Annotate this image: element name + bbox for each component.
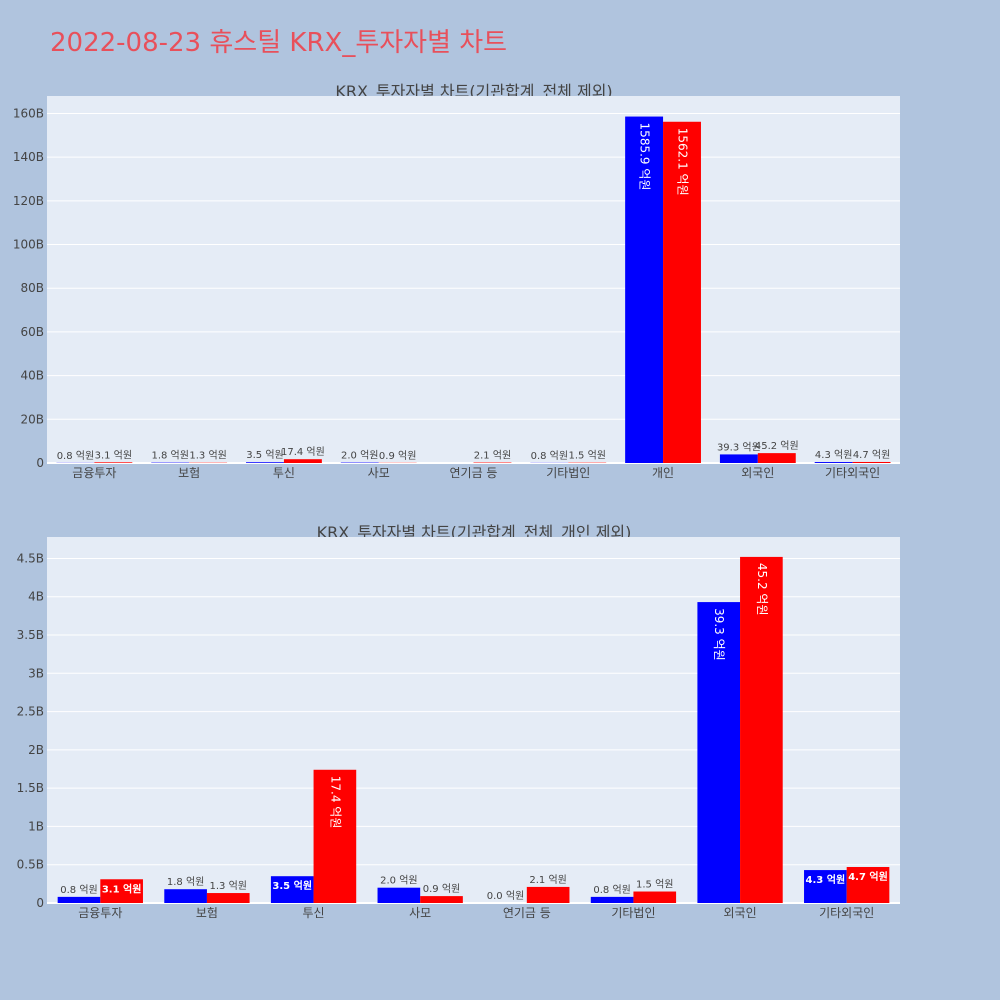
data-label: 45.2 억원 (755, 563, 769, 616)
x-tick-label: 보험 (178, 466, 200, 480)
sell-bar (846, 867, 890, 903)
sell-bar (663, 121, 701, 463)
data-label: 0.9 억원 (379, 450, 416, 462)
buy-bar (804, 870, 847, 903)
data-label: 1.3 억원 (210, 880, 247, 892)
buy-bar (164, 889, 207, 903)
data-label: 4.3 억원 (806, 873, 846, 886)
page-title: 2022-08-23 휴스틸 KRX_투자자별 차트 (50, 28, 508, 58)
x-tick-label: 투신 (273, 466, 295, 480)
y-tick-label: 4B (28, 590, 44, 604)
y-tick-label: 80B (20, 281, 44, 295)
data-label: 2.0 억원 (341, 450, 378, 462)
data-label: 2.1 억원 (474, 450, 511, 462)
y-tick-label: 1B (28, 819, 44, 833)
y-tick-label: 2.5B (17, 705, 44, 719)
x-tick-label: 투신 (303, 906, 325, 920)
data-label: 17.4 억원 (328, 776, 342, 829)
x-tick-label: 연기금 등 (450, 466, 498, 480)
chart-2: 0 0.5B 1B 1.5B 2B 2.5B 3B 3.5B 4B 4.5B 금융투자 0.8 억원 3… (17, 537, 900, 920)
sell-bar (100, 879, 143, 903)
data-label: 0.8 억원 (593, 884, 630, 896)
buy-bar (625, 116, 664, 463)
sell-bar (94, 462, 133, 463)
data-label: 4.7 억원 (853, 449, 890, 461)
data-label: 2.0 억원 (380, 875, 417, 887)
y-tick-label: 60B (20, 325, 44, 339)
buy-bar (377, 887, 421, 903)
y-tick-label: 40B (20, 369, 44, 383)
data-label: 39.3 억원 (712, 608, 726, 661)
y-tick-label: 120B (13, 194, 44, 208)
x-tick-label: 사모 (368, 466, 390, 480)
sell-bar (420, 896, 463, 903)
sell-bar (633, 891, 677, 903)
sell-bar (313, 769, 357, 903)
sell-bar (852, 461, 891, 463)
x-tick-label: 외국인 (724, 906, 757, 920)
y-tick-label: 160B (13, 106, 44, 120)
sell-bar (526, 886, 570, 903)
y-tick-label: 0 (36, 456, 44, 470)
data-label: 0.0 억원 (487, 890, 524, 902)
sell-bar (740, 556, 783, 903)
data-label: 1562.1 억원 (676, 128, 690, 196)
buy-bar (270, 876, 314, 903)
data-label: 0.8 억원 (60, 884, 97, 896)
buy-bar (814, 462, 853, 463)
x-tick-label: 기타외국인 (825, 466, 880, 480)
data-label: 2.1 억원 (529, 874, 566, 886)
x-tick-label: 기타외국인 (819, 906, 874, 920)
data-label: 0.8 억원 (57, 450, 94, 462)
y-tick-label: 0 (36, 896, 44, 910)
sell-bar (757, 453, 796, 463)
x-tick-label: 외국인 (741, 466, 774, 480)
buy-bar (590, 896, 634, 903)
data-label: 1.3 억원 (189, 450, 226, 462)
data-label: 1.5 억원 (568, 450, 605, 462)
sell-bar (283, 459, 322, 463)
x-tick-label: 금융투자 (72, 466, 116, 480)
x-tick-label: 기타법인 (611, 906, 655, 920)
data-label: 3.5 억원 (246, 449, 283, 461)
data-label: 3.1 억원 (95, 449, 132, 461)
data-label: 17.4 억원 (281, 446, 325, 458)
y-tick-label: 1.5B (17, 781, 44, 795)
y-tick-label: 4.5B (17, 551, 44, 565)
y-tick-label: 3B (28, 666, 44, 680)
buy-bar (719, 454, 758, 463)
data-label: 1.8 억원 (151, 450, 188, 462)
x-tick-label: 보험 (196, 906, 218, 920)
data-label: 0.8 억원 (531, 450, 568, 462)
y-tick-label: 2B (28, 743, 44, 757)
data-label: 4.3 억원 (815, 449, 852, 461)
data-label: 45.2 억원 (755, 440, 799, 452)
x-tick-label: 기타법인 (546, 466, 590, 480)
y-tick-label: 140B (13, 150, 44, 164)
buy-bar (697, 602, 741, 903)
data-label: 4.7 억원 (848, 870, 888, 883)
data-label: 1585.9 억원 (638, 123, 652, 191)
data-label: 0.9 억원 (423, 883, 460, 895)
x-tick-label: 금융투자 (78, 906, 122, 920)
buy-bar (57, 896, 101, 903)
x-tick-label: 사모 (409, 906, 431, 920)
buy-bar (246, 462, 284, 463)
x-tick-label: 개인 (652, 466, 674, 480)
data-label: 3.5 억원 (272, 879, 312, 892)
sell-bar (206, 893, 250, 903)
x-tick-label: 연기금 등 (503, 906, 551, 920)
data-label: 3.1 억원 (102, 882, 142, 895)
data-label: 1.5 억원 (636, 879, 673, 891)
y-tick-label: 3.5B (17, 628, 44, 642)
data-label: 39.3 억원 (717, 441, 761, 453)
y-tick-label: 100B (13, 238, 44, 252)
y-tick-label: 0.5B (17, 858, 44, 872)
plot-area (47, 96, 900, 463)
y-tick-label: 20B (20, 412, 44, 426)
data-label: 1.8 억원 (167, 876, 204, 888)
